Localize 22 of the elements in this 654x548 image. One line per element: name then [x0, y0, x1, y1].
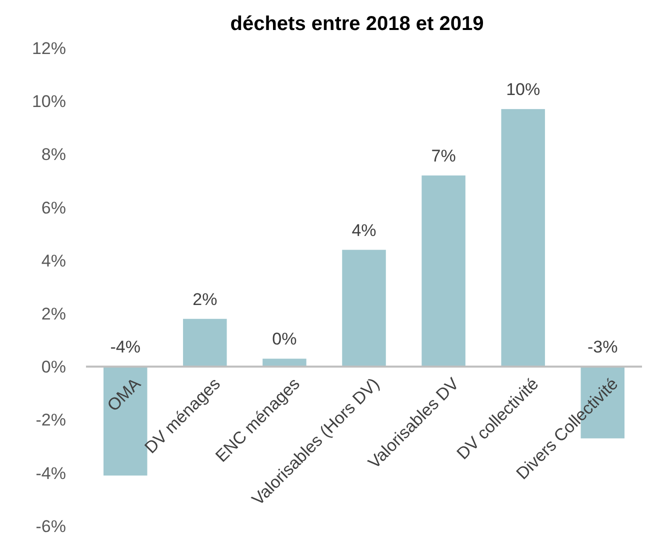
bar [422, 175, 466, 367]
data-label: 2% [192, 290, 218, 309]
data-label: 4% [352, 220, 376, 240]
bar [342, 250, 386, 367]
data-label: 0% [272, 330, 297, 349]
bar [183, 318, 227, 367]
bar [501, 109, 545, 367]
y-tick-label: -6% [36, 516, 66, 536]
y-tick-label: 2% [41, 304, 66, 324]
data-label: -3% [588, 338, 618, 357]
data-label: -4% [110, 338, 140, 357]
chart-title: déchets entre 2018 et 2019 [230, 13, 484, 35]
y-tick-label: 8% [41, 145, 66, 164]
y-tick-label: -2% [36, 410, 66, 430]
y-tick-label: 10% [32, 92, 66, 112]
data-label: 10% [506, 80, 540, 100]
y-tick-label: -4% [36, 464, 66, 483]
y-tick-label: 4% [41, 251, 66, 270]
y-tick-label: 12% [32, 38, 66, 58]
data-label: 7% [431, 146, 456, 166]
y-tick-label: 6% [41, 198, 66, 218]
y-tick-label: 0% [41, 358, 66, 377]
